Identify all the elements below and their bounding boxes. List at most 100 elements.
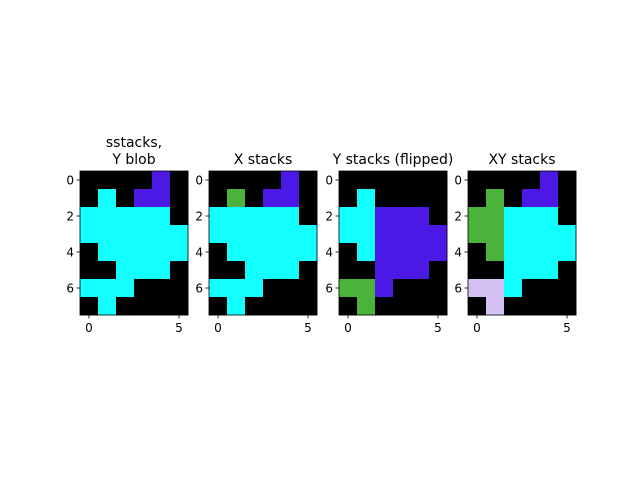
heatmap-cell xyxy=(245,243,264,262)
heatmap-cell xyxy=(411,279,430,298)
y-tick-label: 2 xyxy=(195,210,203,224)
heatmap-cell xyxy=(522,189,541,208)
heatmap-cell xyxy=(299,279,318,298)
heatmap-cell xyxy=(429,207,448,226)
heatmap-cell xyxy=(209,279,228,298)
heatmap-cell xyxy=(393,171,412,190)
y-tick-label: 2 xyxy=(325,210,333,224)
heatmap-cell xyxy=(504,189,523,208)
heatmap-cell xyxy=(299,243,318,262)
heatmap-cell xyxy=(411,171,430,190)
heatmap-cell xyxy=(80,189,99,208)
heatmap-cell xyxy=(468,297,487,316)
heatmap-cell xyxy=(98,171,117,190)
y-tick-label: 4 xyxy=(66,246,74,260)
heatmap-cell xyxy=(281,297,300,316)
heatmap-cell xyxy=(152,207,171,226)
heatmap-cell xyxy=(152,189,171,208)
heatmap-cell xyxy=(504,279,523,298)
heatmap-cell xyxy=(134,297,153,316)
heatmap-cell xyxy=(245,297,264,316)
heatmap-cell xyxy=(80,261,99,280)
heatmap-cell xyxy=(558,189,577,208)
heatmap-cell xyxy=(263,189,282,208)
heatmap-cell xyxy=(281,207,300,226)
heatmap-cell xyxy=(209,189,228,208)
heatmap-cell xyxy=(152,261,171,280)
x-tick-label: 0 xyxy=(344,321,352,335)
heatmap-cell xyxy=(339,171,358,190)
heatmap-cell xyxy=(375,189,394,208)
heatmap-cell xyxy=(357,261,376,280)
heatmap-cell xyxy=(504,243,523,262)
heatmap-cell xyxy=(522,225,541,244)
heatmap-cell xyxy=(540,171,559,190)
y-tick-label: 4 xyxy=(195,246,203,260)
heatmap-cell xyxy=(339,279,358,298)
heatmap-cell xyxy=(170,279,189,298)
panel-3: 0 5 0 2 4 6 Y stacks (flipped) xyxy=(325,152,453,335)
heatmap-cell xyxy=(486,189,505,208)
heatmap-cell xyxy=(357,171,376,190)
heatmap-cell xyxy=(80,243,99,262)
heatmap-cell xyxy=(281,279,300,298)
heatmap-cell xyxy=(134,207,153,226)
heatmap-cell xyxy=(357,207,376,226)
heatmap-cell xyxy=(281,171,300,190)
x-tick-label: 0 xyxy=(473,321,481,335)
heatmap-cell xyxy=(281,261,300,280)
heatmap-cell xyxy=(209,297,228,316)
x-tick-label: 0 xyxy=(85,321,93,335)
heatmap-cell xyxy=(558,297,577,316)
heatmap-cell xyxy=(393,279,412,298)
axes-frame xyxy=(338,170,448,316)
heatmap-cell xyxy=(98,243,117,262)
x-tick-label: 5 xyxy=(175,321,183,335)
heatmap-cell xyxy=(357,225,376,244)
heatmap-cell xyxy=(375,225,394,244)
heatmap-cell xyxy=(209,243,228,262)
heatmap-cell xyxy=(80,279,99,298)
heatmap-cell xyxy=(486,171,505,190)
heatmap-cell xyxy=(357,243,376,262)
heatmap-cell xyxy=(468,243,487,262)
heatmap-cell xyxy=(468,189,487,208)
heatmap-cell xyxy=(357,297,376,316)
heatmap-cell xyxy=(263,243,282,262)
heatmap-cell xyxy=(540,207,559,226)
heatmap-cell xyxy=(98,297,117,316)
heatmap-cell xyxy=(170,261,189,280)
y-tick-label: 6 xyxy=(454,282,462,296)
heatmap-cell xyxy=(339,207,358,226)
heatmap-cell xyxy=(245,189,264,208)
heatmap-cell xyxy=(281,189,300,208)
heatmap-cell xyxy=(540,243,559,262)
heatmap-cell xyxy=(170,243,189,262)
heatmap-cell xyxy=(98,261,117,280)
heatmap-cell xyxy=(558,243,577,262)
heatmap-cell xyxy=(486,207,505,226)
heatmap-cell xyxy=(468,279,487,298)
panel-2: 0 5 0 2 4 6 X stacks xyxy=(195,152,318,335)
heatmap-cell xyxy=(504,261,523,280)
heatmap-cell xyxy=(339,261,358,280)
heatmap-cell xyxy=(486,297,505,316)
y-tick-label: 4 xyxy=(325,246,333,260)
heatmap-cell xyxy=(540,189,559,208)
heatmap-cell xyxy=(429,189,448,208)
heatmap-cell xyxy=(522,261,541,280)
heatmap-cell xyxy=(227,225,246,244)
y-tick-label: 6 xyxy=(325,282,333,296)
heatmap-cell xyxy=(263,225,282,244)
heatmap-cell xyxy=(558,207,577,226)
heatmap-cell xyxy=(170,189,189,208)
heatmap-cell xyxy=(263,297,282,316)
heatmap-cell xyxy=(504,171,523,190)
heatmap-cell xyxy=(375,171,394,190)
heatmap-cell xyxy=(357,279,376,298)
heatmap-cell xyxy=(411,297,430,316)
x-tick-label: 5 xyxy=(563,321,571,335)
heatmap-cell xyxy=(299,207,318,226)
heatmap-cell xyxy=(170,297,189,316)
